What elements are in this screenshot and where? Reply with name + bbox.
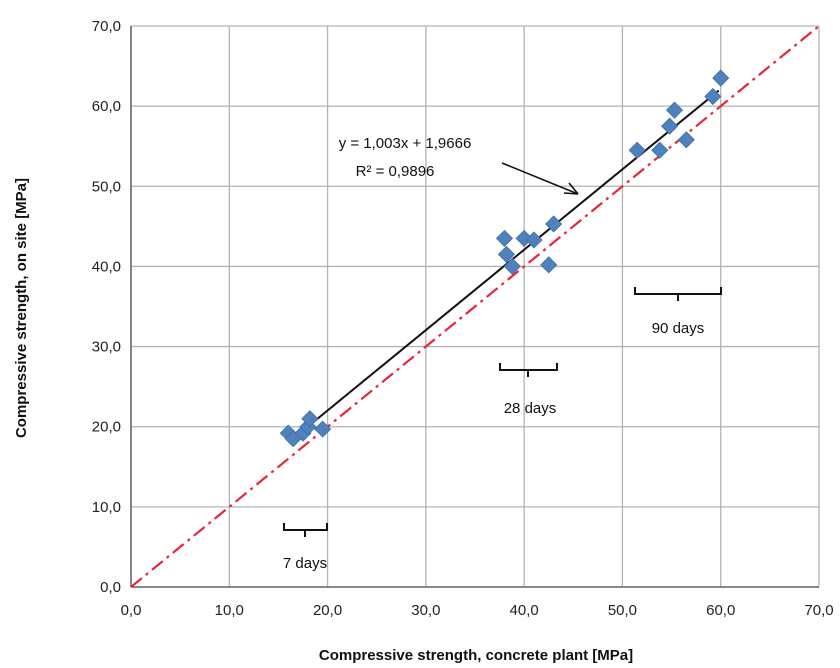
data-point — [540, 256, 558, 274]
y-tick-label: 40,0 — [92, 258, 121, 275]
data-point — [525, 231, 543, 249]
axes — [130, 26, 819, 588]
x-tick-label: 20,0 — [313, 602, 342, 619]
data-point — [495, 229, 514, 247]
x-tick-label: 60,0 — [706, 602, 735, 619]
data-point — [497, 245, 516, 263]
data-point — [661, 117, 679, 135]
grid-lines — [130, 25, 820, 588]
data-point — [301, 410, 319, 428]
x-tick-label: 70,0 — [804, 602, 833, 619]
data-point — [651, 141, 669, 159]
bracket-7-days — [283, 523, 328, 537]
data-point — [503, 257, 521, 275]
data-point — [665, 101, 684, 119]
y-tick-labels: 0,0 10,0 20,0 30,0 40,0 50,0 60,0 70,0 — [92, 18, 121, 596]
equation-arrow-head — [563, 182, 579, 195]
identity-line — [130, 25, 820, 588]
x-tick-label: 40,0 — [510, 602, 539, 619]
x-tick-label: 30,0 — [411, 602, 440, 619]
y-tick-label: 60,0 — [92, 98, 121, 115]
y-tick-label: 20,0 — [92, 419, 121, 436]
y-tick-label: 0,0 — [100, 579, 121, 596]
data-point — [628, 141, 646, 159]
y-tick-label: 10,0 — [92, 499, 121, 516]
y-tick-label: 50,0 — [92, 178, 121, 195]
y-tick-label: 70,0 — [92, 18, 121, 35]
x-axis-title: Compressive strength, concrete plant [MP… — [319, 647, 633, 664]
x-tick-label: 0,0 — [121, 602, 142, 619]
group-label-7-days: 7 days — [283, 555, 327, 572]
data-point — [712, 69, 730, 87]
y-tick-label: 30,0 — [92, 339, 121, 356]
x-tick-labels: 0,0 10,0 20,0 30,0 40,0 50,0 60,0 70,0 — [121, 602, 834, 619]
equation-arrow-shaft — [501, 162, 579, 195]
data-point — [314, 420, 332, 438]
group-label-28-days: 28 days — [504, 400, 557, 417]
x-tick-label: 10,0 — [215, 602, 244, 619]
data-points — [279, 69, 730, 448]
data-point — [677, 131, 695, 149]
data-point — [704, 87, 722, 106]
x-tick-label: 50,0 — [608, 602, 637, 619]
bracket-28-days — [499, 363, 558, 377]
y-axis-title: Compressive strength, on site [MPa] — [13, 178, 30, 438]
equation-label: y = 1,003x + 1,9666 — [339, 135, 472, 152]
data-point — [545, 215, 563, 233]
group-label-90-days: 90 days — [652, 320, 705, 337]
bracket-90-days — [634, 287, 722, 301]
r-squared-label: R² = 0,9896 — [356, 163, 435, 180]
